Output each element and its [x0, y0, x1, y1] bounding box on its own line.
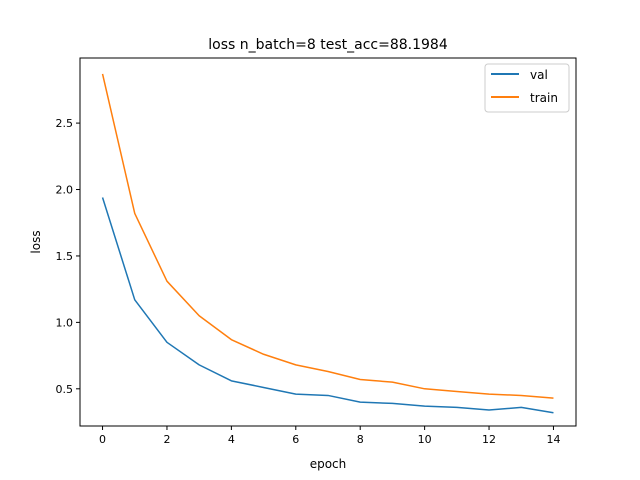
x-axis-label: epoch	[310, 457, 347, 471]
legend-label-train: train	[530, 91, 558, 105]
y-tick-label: 1.5	[56, 250, 74, 263]
series-lines	[101, 73, 554, 414]
x-tick-label: 10	[418, 433, 432, 446]
y-axis: 0.5 1.0 1.5 2.0 2.5	[56, 117, 80, 396]
x-tick-label: 2	[163, 433, 170, 446]
x-tick-label: 14	[546, 433, 560, 446]
x-tick-label: 4	[228, 433, 235, 446]
y-tick-label: 2.0	[56, 184, 74, 197]
y-tick-label: 2.5	[56, 117, 74, 130]
plot-area-frame	[79, 57, 577, 427]
x-tick-label: 0	[99, 433, 106, 446]
y-tick-label: 0.5	[56, 383, 74, 396]
x-tick-label: 8	[357, 433, 364, 446]
legend-box	[484, 63, 570, 113]
x-tick-label: 6	[292, 433, 299, 446]
chart-title: loss n_batch=8 test_acc=88.1984	[208, 37, 448, 53]
y-axis-label: loss	[29, 230, 43, 253]
x-tick-label: 12	[482, 433, 496, 446]
x-axis: 0 2 4 6 8 10 12 14	[99, 426, 560, 446]
y-tick-label: 1.0	[56, 316, 74, 329]
legend-label-val: val	[530, 68, 548, 82]
legend: val train	[484, 63, 570, 113]
